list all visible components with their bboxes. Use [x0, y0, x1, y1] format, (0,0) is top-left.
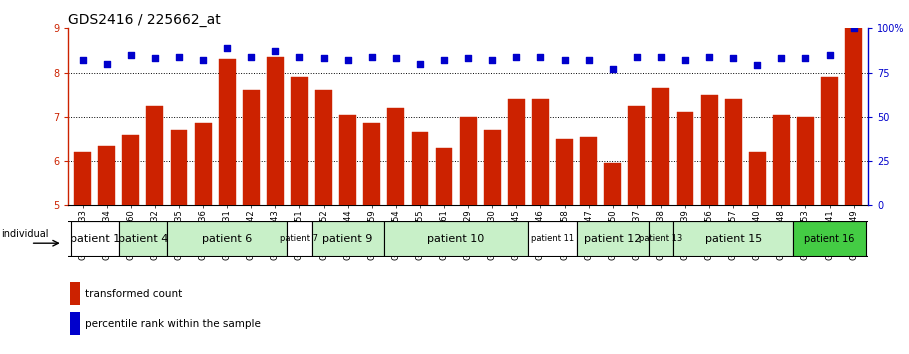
Bar	[267, 57, 284, 205]
Bar	[119, 221, 167, 257]
Text: patient 15: patient 15	[704, 234, 762, 244]
Text: GDS2416 / 225662_at: GDS2416 / 225662_at	[68, 13, 221, 27]
Point	[365, 54, 379, 59]
Bar	[580, 137, 597, 205]
Bar	[649, 221, 673, 257]
Bar	[167, 221, 287, 257]
Point	[605, 66, 620, 72]
Bar	[70, 282, 80, 305]
Point	[582, 57, 596, 63]
Bar	[312, 221, 384, 257]
Point	[292, 54, 306, 59]
Bar	[673, 221, 794, 257]
Point	[172, 54, 186, 59]
Point	[195, 57, 210, 63]
Bar	[291, 77, 308, 205]
Point	[147, 56, 162, 61]
Bar	[724, 99, 742, 205]
Bar	[773, 115, 790, 205]
Bar	[315, 90, 332, 205]
Bar	[70, 313, 80, 335]
Text: individual: individual	[1, 229, 49, 239]
Bar	[532, 99, 549, 205]
Point	[509, 54, 524, 59]
Bar	[287, 221, 312, 257]
Bar	[435, 148, 453, 205]
Bar	[171, 130, 187, 205]
Bar	[98, 145, 115, 205]
Text: patient 11: patient 11	[531, 234, 574, 244]
Bar	[794, 221, 865, 257]
Bar	[243, 90, 260, 205]
Bar	[339, 115, 356, 205]
Text: patient 16: patient 16	[804, 234, 854, 244]
Point	[268, 48, 283, 54]
Text: patient 12: patient 12	[584, 234, 642, 244]
Point	[75, 57, 90, 63]
Point	[413, 61, 427, 67]
Point	[750, 63, 764, 68]
Point	[340, 57, 355, 63]
Bar	[653, 88, 669, 205]
Point	[461, 56, 475, 61]
Text: patient 10: patient 10	[427, 234, 484, 244]
Bar	[604, 163, 621, 205]
Bar	[387, 108, 405, 205]
Bar	[508, 99, 524, 205]
Bar	[701, 95, 717, 205]
Point	[654, 54, 668, 59]
Point	[823, 52, 837, 58]
Bar	[219, 59, 235, 205]
Point	[774, 56, 789, 61]
Text: percentile rank within the sample: percentile rank within the sample	[85, 319, 261, 329]
Bar	[628, 106, 645, 205]
Text: patient 13: patient 13	[639, 234, 683, 244]
Bar	[484, 130, 501, 205]
Bar	[364, 124, 380, 205]
Point	[798, 56, 813, 61]
Bar	[845, 28, 862, 205]
Bar	[146, 106, 164, 205]
Point	[702, 54, 716, 59]
Point	[99, 61, 114, 67]
Point	[244, 54, 258, 59]
Text: patient 4: patient 4	[117, 234, 168, 244]
Bar	[460, 117, 476, 205]
Point	[557, 57, 572, 63]
Point	[388, 56, 403, 61]
Point	[485, 57, 500, 63]
Point	[436, 57, 451, 63]
Bar	[123, 135, 139, 205]
Point	[630, 54, 644, 59]
Point	[316, 56, 331, 61]
Bar	[71, 221, 119, 257]
Bar	[412, 132, 428, 205]
Bar	[556, 139, 573, 205]
Text: patient 1: patient 1	[70, 234, 120, 244]
Point	[846, 25, 861, 31]
Text: patient 6: patient 6	[202, 234, 253, 244]
Point	[124, 52, 138, 58]
Point	[678, 57, 693, 63]
Text: patient 7: patient 7	[281, 234, 318, 244]
Point	[726, 56, 741, 61]
Bar	[75, 152, 91, 205]
Bar	[749, 152, 765, 205]
Text: transformed count: transformed count	[85, 289, 182, 299]
Text: patient 9: patient 9	[323, 234, 373, 244]
Bar	[797, 117, 814, 205]
Bar	[384, 221, 528, 257]
Bar	[821, 77, 838, 205]
Bar	[576, 221, 649, 257]
Point	[220, 45, 235, 51]
Bar	[676, 113, 694, 205]
Bar	[195, 124, 212, 205]
Bar	[528, 221, 576, 257]
Point	[534, 54, 548, 59]
